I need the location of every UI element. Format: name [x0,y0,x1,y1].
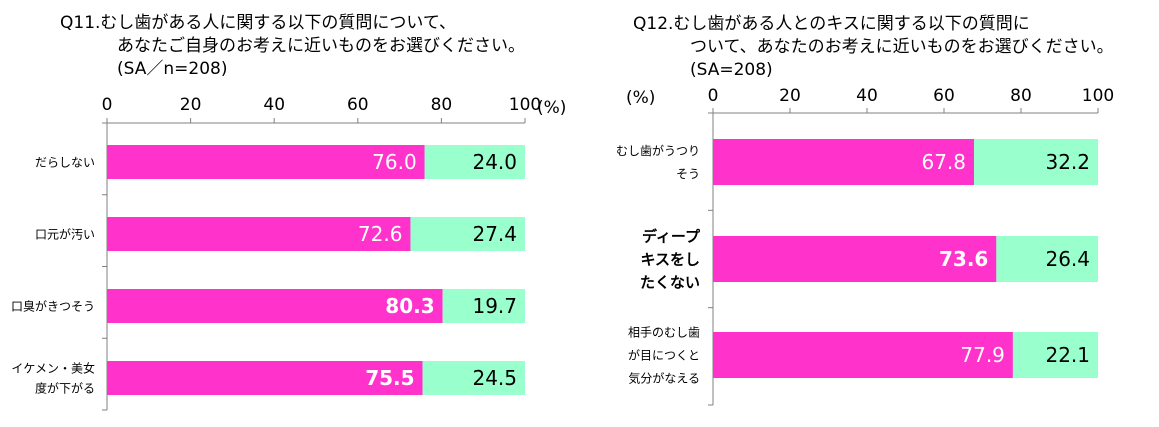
category-label: ディープ [642,228,701,246]
bar-segment-green [1012,332,1098,378]
data-label: 24.5 [472,366,517,390]
data-label: 27.4 [472,222,517,246]
bar-segment-green [424,145,525,179]
chart2-title: Q12.むし歯がある人とのキスに関する以下の質問に ついて、あなたのお考えに近い… [633,13,1114,82]
category-label: 口元が汚い [35,227,95,242]
data-label: 26.4 [1045,247,1090,271]
category-label: が目につくと [628,348,700,363]
data-label: 24.0 [472,150,517,174]
category-label: 相手のむし歯 [628,326,700,340]
chart1-title-line1: Q11.むし歯がある人に関する以下の質問について、 [60,13,457,33]
x-tick-label: 100 [1082,86,1114,106]
chart1-unit-label: (%) [537,98,567,118]
x-tick-label: 60 [347,95,369,115]
bar-segment-green [410,217,525,251]
x-tick-label: 20 [779,86,801,106]
x-tick-label: 60 [933,86,955,106]
chart2-title-line1: Q12.むし歯がある人とのキスに関する以下の質問に [633,14,1030,34]
category-label: たくない [640,274,700,292]
data-label: 19.7 [472,294,517,318]
x-tick-label: 0 [708,86,719,106]
category-label: キスをし [640,251,700,269]
bar-segment-pink [713,332,1013,378]
category-label: そう [676,167,700,181]
data-label: 67.8 [921,150,966,174]
bar-segment-green [974,139,1098,185]
data-label: 72.6 [358,222,403,246]
data-label: 80.3 [385,294,434,318]
data-label: 22.1 [1045,343,1090,367]
x-tick-label: 80 [1010,86,1032,106]
bar-segment-green [442,289,525,323]
x-tick-label: 20 [180,95,202,115]
chart2-title-line2: ついて、あなたのお考えに近いものをお選びください。 [690,37,1114,57]
category-label: イケメン・美女 [11,361,95,376]
data-label: 32.2 [1045,150,1090,174]
bar-segment-pink [713,236,997,282]
bar-segment-pink [713,139,975,185]
bar-segment-green [422,361,525,395]
chart1-title: Q11.むし歯がある人に関する以下の質問について、 あなたご自身のお考えに近いも… [60,12,525,81]
data-label: 73.6 [939,247,988,271]
chart1-title-line3: (SA／n=208) [117,59,228,79]
chart2-unit-label: (%) [626,88,656,108]
x-tick-label: 0 [102,95,113,115]
data-label: 76.0 [372,150,417,174]
chart2-title-line3: (SA=208) [690,60,773,80]
category-label: 度が下がる [35,381,95,396]
chart1: 0 20 40 60 80 100 76.0 24.0 だらしない 72.6 27.4 口元が汚い 80… [11,95,541,411]
data-label: 75.5 [365,366,414,390]
bar-segment-green [996,236,1098,282]
category-label: 口臭がきつそう [11,299,95,314]
x-tick-label: 80 [431,95,453,115]
chart1-title-line2: あなたご自身のお考えに近いものをお選びください。 [117,36,525,56]
x-tick-label: 40 [263,95,285,115]
bar-segment-pink [107,361,423,395]
bar-segment-pink [107,289,443,323]
bar-segment-pink [107,217,411,251]
category-label: むし歯がうつり [616,143,700,158]
x-tick-label: 100 [509,95,541,115]
x-tick-label: 40 [856,86,878,106]
category-label: だらしない [35,156,95,170]
bar-segment-pink [107,145,425,179]
category-label: 気分がなえる [628,371,700,386]
data-label: 77.9 [960,343,1005,367]
